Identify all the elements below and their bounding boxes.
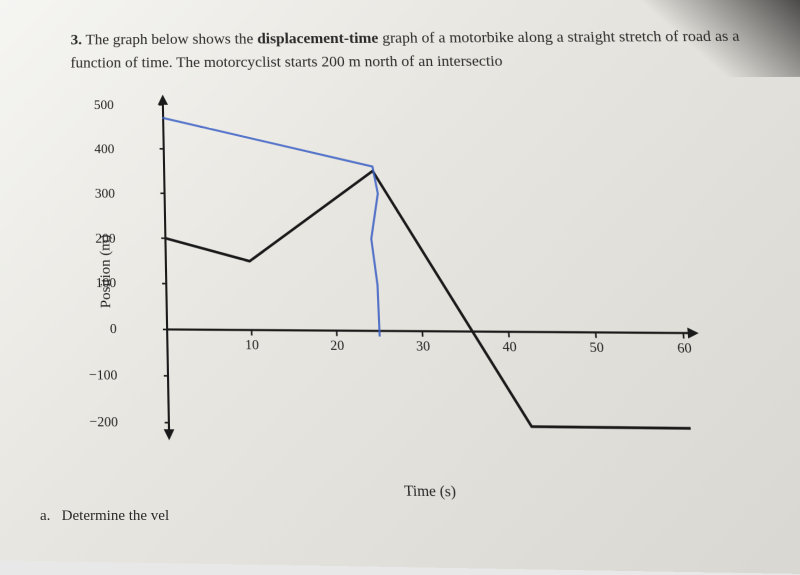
question-part1: The graph below shows the [85, 31, 257, 48]
y-tick-label: 400 [73, 141, 114, 158]
x-tick-label: 20 [330, 337, 345, 355]
y-tick-label: 300 [74, 185, 115, 202]
chart-svg [122, 93, 738, 463]
y-tick-label: −100 [75, 366, 117, 384]
question-bold-term: displacement-time [257, 31, 379, 48]
y-tick-label: 0 [75, 320, 117, 337]
question-text: 3. The graph below shows the displacemen… [40, 25, 792, 75]
x-axis-label: Time (s) [404, 483, 457, 502]
x-tick-label: 50 [589, 339, 604, 357]
displacement-time-chart: Position (m) Time (s) −200−1000100200300… [122, 93, 738, 463]
y-tick-label: 200 [74, 230, 116, 247]
y-tick-label: 500 [73, 97, 114, 113]
sub-question-text: Determine the vel [62, 508, 169, 524]
x-tick-label: 40 [502, 338, 517, 356]
x-tick-label: 30 [416, 338, 431, 356]
y-tick-label: −200 [76, 413, 118, 431]
question-number: 3. [71, 32, 82, 48]
x-tick-label: 10 [245, 337, 259, 354]
sub-question: a. Determine the vel [40, 508, 169, 525]
x-tick-label: 60 [677, 340, 693, 358]
y-tick-label: 100 [74, 275, 116, 292]
sub-question-letter: a. [40, 508, 50, 524]
